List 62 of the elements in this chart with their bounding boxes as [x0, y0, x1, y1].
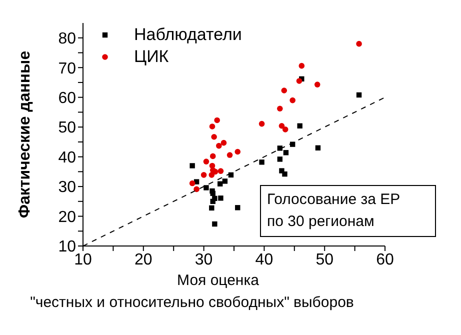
x-tick-label: 60 [376, 251, 394, 268]
x-tick-label: 10 [74, 251, 92, 268]
point [278, 122, 285, 129]
point [214, 117, 220, 124]
point [208, 172, 215, 178]
x-axis-title: Моя оценка "честных и относительно свободных" выборов [30, 272, 354, 311]
point [297, 123, 302, 128]
point [222, 178, 228, 184]
point [194, 186, 200, 192]
point [218, 168, 224, 174]
point [212, 196, 218, 202]
y-axis-title: Фактические данные [16, 50, 34, 218]
point [203, 158, 210, 164]
point [277, 106, 283, 112]
point [218, 196, 224, 201]
x-tick-label: 40 [255, 251, 274, 268]
y-tick-label: 20 [58, 208, 76, 226]
point [282, 126, 288, 132]
point [259, 160, 264, 165]
point [210, 153, 216, 160]
point [211, 134, 217, 140]
point [290, 97, 296, 104]
point [314, 82, 320, 88]
point [258, 120, 265, 127]
point [204, 185, 209, 190]
point [212, 221, 218, 227]
point [356, 92, 362, 98]
y-tick-label: 70 [58, 60, 76, 78]
legend-label: Наблюдатели [134, 24, 242, 46]
point [200, 172, 207, 178]
point [216, 142, 222, 149]
point [356, 40, 362, 47]
point [210, 190, 216, 196]
point [235, 205, 240, 210]
y-tick-label: 80 [58, 30, 76, 48]
point [282, 171, 288, 177]
legend-label: ЦИК [134, 46, 169, 68]
point [281, 88, 288, 94]
y-tick-label: 10 [58, 238, 76, 256]
point [226, 152, 233, 158]
point [234, 148, 241, 155]
point [283, 150, 289, 156]
x-tick-label: 50 [316, 251, 334, 268]
y-tick-label: 30 [58, 179, 76, 196]
y-tick-label: 60 [58, 90, 76, 108]
point [209, 205, 214, 211]
point [189, 180, 196, 186]
x-tick-label: 30 [194, 251, 213, 268]
point [277, 146, 283, 151]
point [315, 145, 321, 150]
point [298, 62, 305, 69]
y-tick-label: 50 [58, 120, 76, 137]
point [296, 78, 302, 84]
y-tick-label: 40 [58, 149, 76, 166]
point [209, 124, 216, 130]
annotation-box: Голосование за ЕР по 30 регионам [260, 185, 436, 237]
x-tick-label: 20 [134, 251, 152, 268]
point [220, 140, 227, 146]
point [194, 179, 200, 184]
point [218, 181, 223, 186]
point [277, 156, 283, 162]
point [190, 163, 195, 168]
